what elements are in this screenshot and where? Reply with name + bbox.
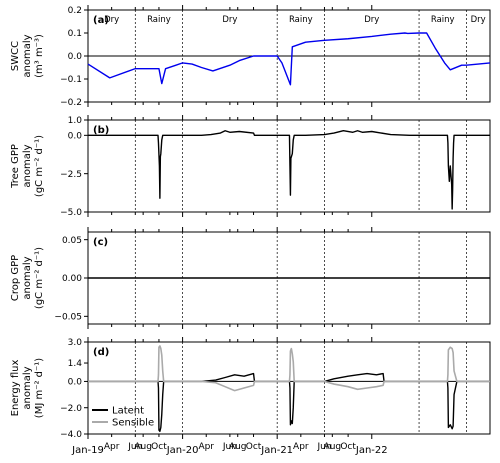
x-tick-label: Jun xyxy=(127,442,142,452)
y-tick-label: 0.00 xyxy=(62,274,82,284)
y-axis-label: (gC m⁻² d⁻¹) xyxy=(34,247,45,309)
legend-label: Sensible xyxy=(112,418,154,429)
y-tick-label: 0.05 xyxy=(62,236,82,246)
series-line-latent xyxy=(88,372,490,433)
y-tick-label: 1.0 xyxy=(68,116,83,126)
x-tick-label: Apr xyxy=(104,442,120,452)
y-tick-label: 3.0 xyxy=(68,338,83,348)
y-axis-label: (m³ m⁻³) xyxy=(34,34,45,78)
y-axis-label: anomaly xyxy=(22,256,33,299)
x-tick-label: Oct xyxy=(151,442,167,452)
y-tick-label: 0.0 xyxy=(68,52,83,62)
season-label: Dry xyxy=(364,15,379,25)
series-line xyxy=(88,130,490,210)
legend-label: Latent xyxy=(112,406,144,417)
y-tick-label: 0.2 xyxy=(68,6,82,16)
x-tick-label: Oct xyxy=(246,442,262,452)
x-tick-label: Jun xyxy=(222,442,237,452)
y-axis-label: Energy flux xyxy=(10,360,21,417)
season-label: Dry xyxy=(471,15,486,25)
y-axis-label: anomaly xyxy=(22,144,33,187)
x-tick-label: Jun xyxy=(316,442,331,452)
x-tick-label: Jan-19 xyxy=(71,445,104,456)
y-axis-label: (gC m⁻² d⁻¹) xyxy=(34,135,45,197)
panel-label: (a) xyxy=(93,15,109,26)
season-label: Rainy xyxy=(147,15,171,25)
y-tick-label: −0.05 xyxy=(54,313,82,323)
y-axis-label: (MJ m⁻² d⁻¹) xyxy=(34,358,45,418)
panel-label: (b) xyxy=(93,125,109,136)
y-tick-label: −4.0 xyxy=(60,430,82,440)
y-axis-label: Crop GPP xyxy=(10,255,21,301)
y-tick-label: 0.0 xyxy=(68,378,83,388)
x-tick-label: Oct xyxy=(340,442,356,452)
x-tick-label: Jan-22 xyxy=(355,445,388,456)
y-tick-label: −0.1 xyxy=(60,75,82,85)
series-line xyxy=(87,32,491,86)
y-tick-label: 0.1 xyxy=(68,29,82,39)
season-label: Dry xyxy=(104,15,119,25)
season-label: Dry xyxy=(222,15,237,25)
y-axis-label: anomaly xyxy=(22,34,33,77)
y-tick-label: −5.0 xyxy=(60,208,82,218)
y-axis-label: SWCC xyxy=(10,41,21,71)
y-axis-label: Tree GPP xyxy=(10,144,21,189)
x-tick-label: Aug xyxy=(229,442,247,452)
series-line-sensible xyxy=(88,345,490,392)
y-tick-label: −0.2 xyxy=(60,98,82,108)
y-tick-label: −2.0 xyxy=(60,404,82,414)
x-tick-label: Aug xyxy=(324,442,342,452)
x-tick-label: Apr xyxy=(293,442,309,452)
panel-d-frame xyxy=(87,341,491,435)
y-tick-label: −2.5 xyxy=(60,170,82,180)
y-axis-label: anomaly xyxy=(22,366,33,409)
panel-label: (c) xyxy=(93,237,108,248)
y-tick-label: 0.0 xyxy=(68,132,83,142)
panel-label: (d) xyxy=(93,347,109,358)
season-label: Rainy xyxy=(289,15,313,25)
y-tick-label: 1.4 xyxy=(68,359,83,369)
season-label: Rainy xyxy=(431,15,455,25)
x-tick-label: Aug xyxy=(134,442,152,452)
panel-b-frame xyxy=(87,119,491,213)
x-tick-label: Apr xyxy=(198,442,214,452)
x-tick-label: Jan-20 xyxy=(166,445,199,456)
x-tick-label: Jan-21 xyxy=(260,445,293,456)
